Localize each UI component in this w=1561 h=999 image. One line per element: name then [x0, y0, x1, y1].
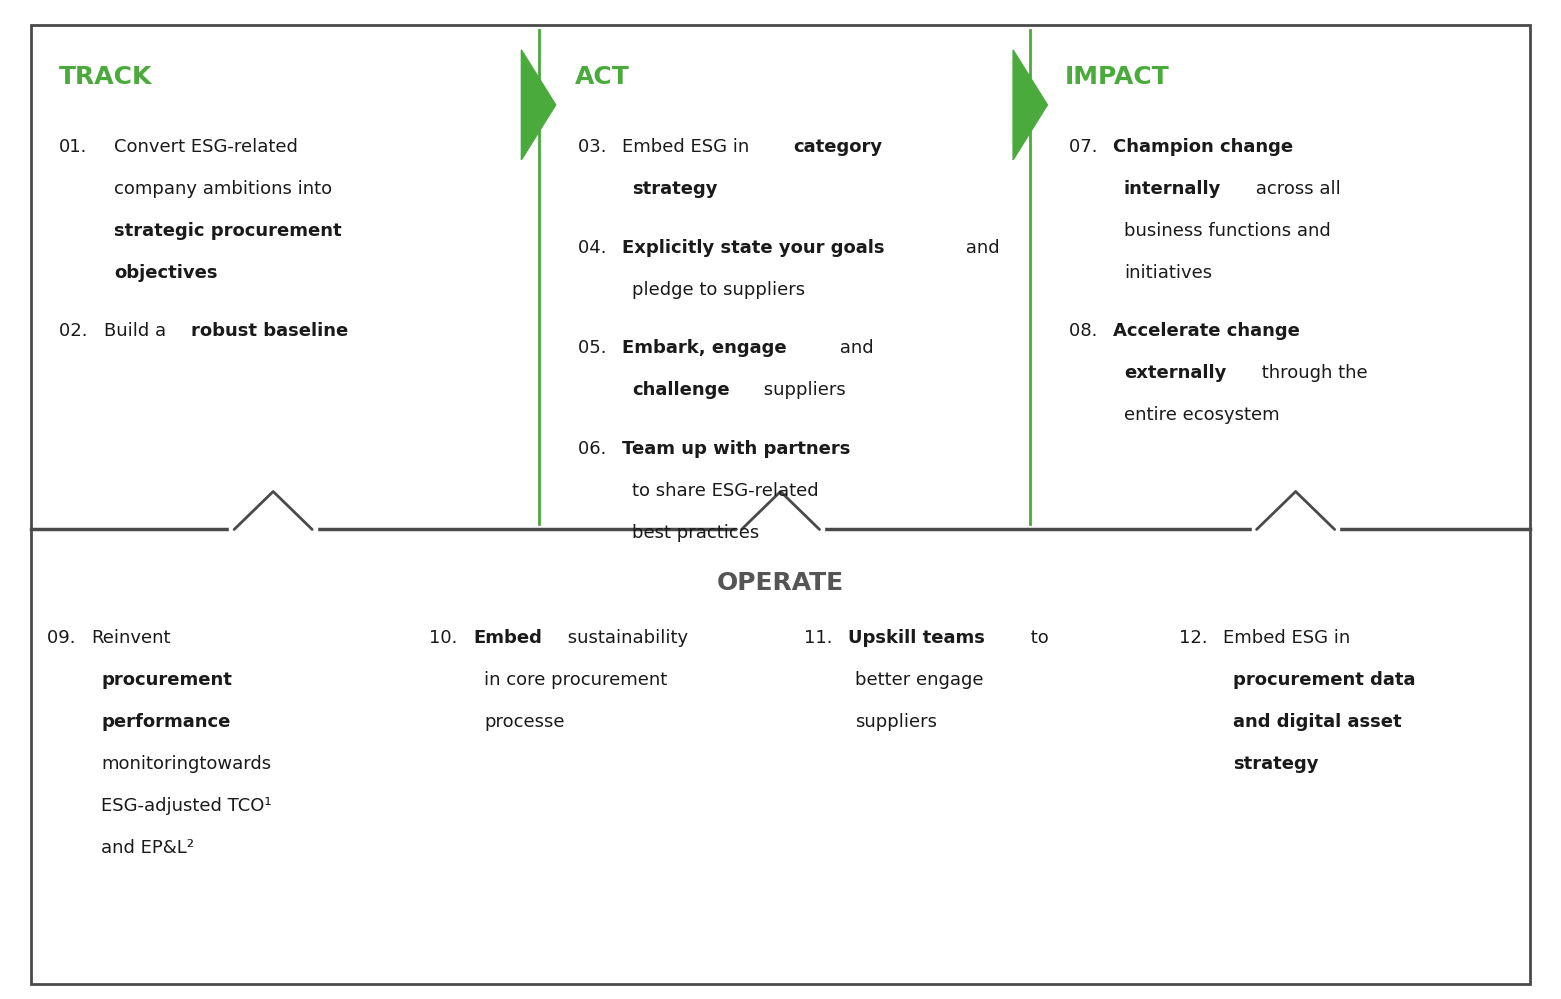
Text: initiatives: initiatives [1124, 264, 1211, 282]
Text: ACT: ACT [574, 65, 629, 89]
Text: Champion change: Champion change [1113, 138, 1294, 156]
Polygon shape [737, 519, 824, 539]
Text: to share ESG-related: to share ESG-related [632, 482, 820, 500]
Text: Team up with partners: Team up with partners [621, 440, 851, 458]
Text: strategy: strategy [632, 180, 718, 198]
Text: 10.: 10. [429, 629, 464, 647]
Text: 07.: 07. [1069, 138, 1104, 156]
Text: Embed ESG in: Embed ESG in [621, 138, 756, 156]
Text: suppliers: suppliers [855, 713, 938, 731]
Text: Build a: Build a [103, 323, 172, 341]
Text: strategy: strategy [1233, 755, 1319, 773]
Text: TRACK: TRACK [59, 65, 153, 89]
Text: and EP&L²: and EP&L² [101, 839, 195, 857]
Text: better engage: better engage [855, 671, 983, 689]
Polygon shape [521, 50, 556, 160]
Text: procurement data: procurement data [1233, 671, 1416, 689]
Text: and digital asset: and digital asset [1233, 713, 1402, 731]
Text: suppliers: suppliers [759, 382, 846, 400]
Text: business functions and: business functions and [1124, 222, 1330, 240]
Text: best practices: best practices [632, 523, 760, 541]
Text: OPERATE: OPERATE [716, 571, 845, 595]
Text: 11.: 11. [804, 629, 838, 647]
Text: ESG-adjusted TCO¹: ESG-adjusted TCO¹ [101, 797, 272, 815]
Text: externally: externally [1124, 365, 1227, 383]
Text: strategic procurement: strategic procurement [114, 222, 342, 240]
Text: in core procurement: in core procurement [484, 671, 667, 689]
Text: Upskill teams: Upskill teams [848, 629, 985, 647]
Polygon shape [1013, 50, 1047, 160]
Text: 04.: 04. [578, 239, 612, 257]
Text: 12.: 12. [1179, 629, 1213, 647]
Text: Explicitly state your goals: Explicitly state your goals [621, 239, 884, 257]
Text: Embark, engage: Embark, engage [621, 340, 787, 358]
Text: monitoringtowards: monitoringtowards [101, 755, 272, 773]
Text: 05.: 05. [578, 340, 612, 358]
Text: sustainability: sustainability [562, 629, 688, 647]
Text: Embed: Embed [473, 629, 542, 647]
Text: robust baseline: robust baseline [190, 323, 348, 341]
Text: category: category [793, 138, 882, 156]
Text: through the: through the [1257, 365, 1367, 383]
Text: processe: processe [484, 713, 565, 731]
Text: and: and [834, 340, 874, 358]
Text: internally: internally [1124, 180, 1221, 198]
Polygon shape [1252, 519, 1339, 539]
Text: IMPACT: IMPACT [1065, 65, 1169, 89]
Text: entire ecosystem: entire ecosystem [1124, 407, 1280, 425]
Text: procurement: procurement [101, 671, 233, 689]
Text: objectives: objectives [114, 264, 217, 282]
Text: challenge: challenge [632, 382, 731, 400]
Text: and: and [960, 239, 1001, 257]
Text: 09.: 09. [47, 629, 81, 647]
Polygon shape [229, 519, 317, 539]
Text: 06.: 06. [578, 440, 612, 458]
Text: 08.: 08. [1069, 323, 1104, 341]
Text: Embed ESG in: Embed ESG in [1222, 629, 1350, 647]
Text: performance: performance [101, 713, 231, 731]
Text: Convert ESG-related: Convert ESG-related [114, 138, 298, 156]
Text: pledge to suppliers: pledge to suppliers [632, 281, 805, 299]
Text: Accelerate change: Accelerate change [1113, 323, 1300, 341]
Text: 01.: 01. [59, 138, 87, 156]
Text: 03.: 03. [578, 138, 612, 156]
Text: company ambitions into: company ambitions into [114, 180, 332, 198]
Text: Reinvent: Reinvent [91, 629, 170, 647]
Text: across all: across all [1249, 180, 1341, 198]
Text: 02.: 02. [59, 323, 94, 341]
Text: to: to [1024, 629, 1049, 647]
